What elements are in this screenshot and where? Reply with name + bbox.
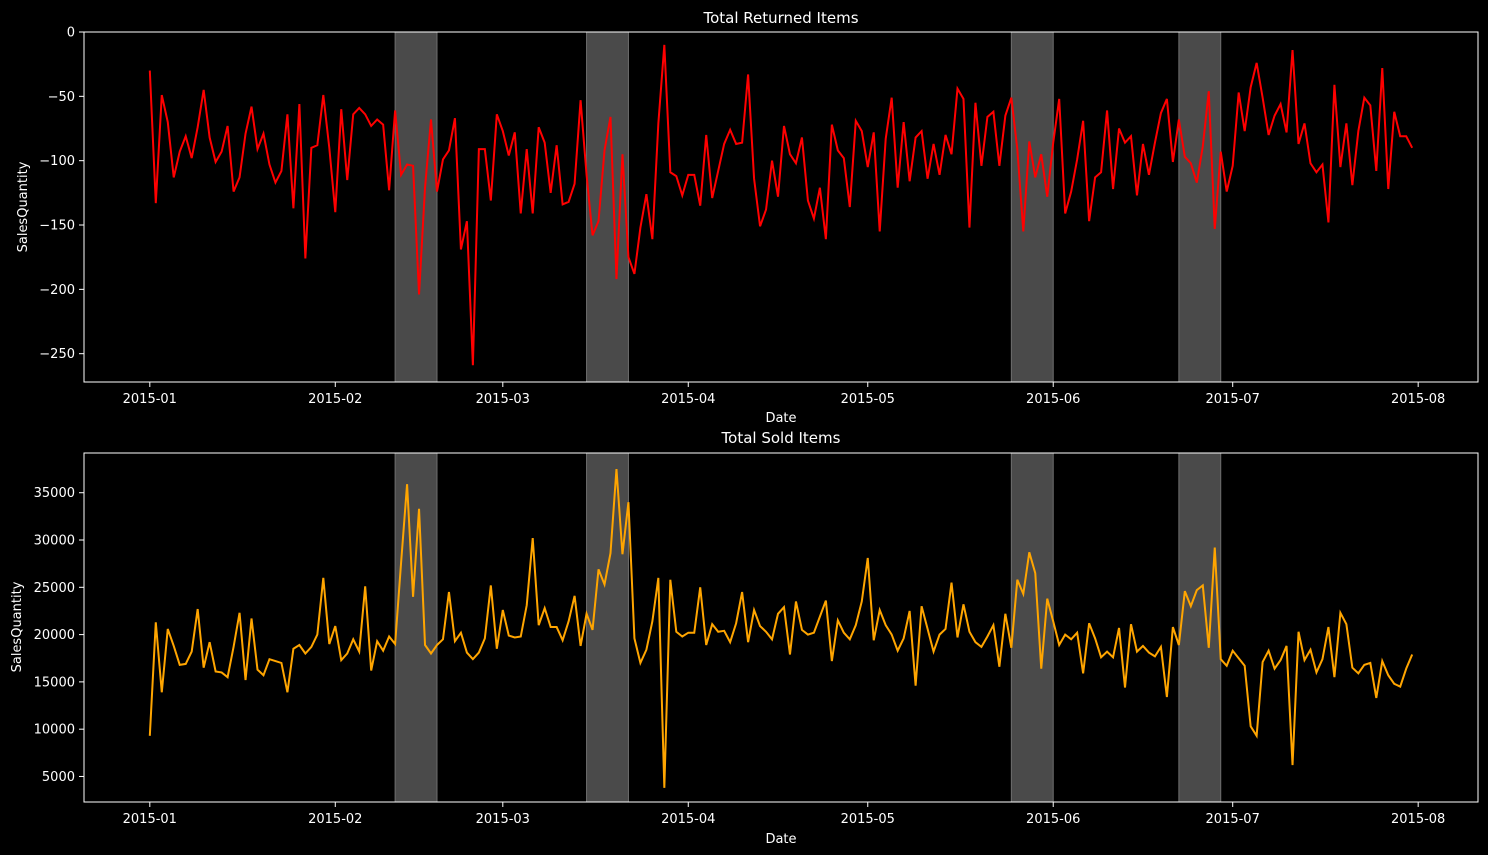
returned-items-y-tick-label: −50 — [48, 90, 75, 105]
sold-items-y-tick-label: 10000 — [34, 723, 75, 738]
returned-items-y-tick-label: −200 — [39, 283, 75, 298]
sold-items-y-tick-label: 35000 — [34, 486, 75, 501]
returned-items-series-line — [148, 44, 1414, 366]
returned-items-x-tick-label: 2015-04 — [661, 392, 715, 407]
sold-items-y-tick-label: 20000 — [34, 628, 75, 643]
sold-items-shaded-regions — [394, 452, 1222, 803]
returned-items-y-tick-label: 0 — [67, 26, 75, 41]
sold-items-x-tick-label: 2015-08 — [1391, 812, 1445, 827]
sold-items-series-line — [148, 469, 1414, 788]
sold-items-y-ticks: 5000 10000 15000 20000 25000 30000 35000 — [34, 486, 84, 785]
returned-items-y-tick-label: −250 — [39, 347, 75, 362]
sold-items-x-tick-label: 2015-06 — [1026, 812, 1080, 827]
returned-items-subplot: 2015-01 2015-02 2015-03 2015-04 2015-05 2015-… — [16, 9, 1479, 426]
returned-items-x-axis-label: Date — [765, 411, 796, 426]
returned-items-y-tick-label: −150 — [39, 219, 75, 234]
returned-items-x-tick-label: 2015-08 — [1391, 392, 1445, 407]
returned-items-shaded-region-1 — [394, 31, 438, 383]
returned-items-y-ticks: 0 −50 −100 −150 −200 −250 — [39, 26, 84, 362]
returned-items-x-tick-label: 2015-06 — [1026, 392, 1080, 407]
sold-items-x-tick-label: 2015-07 — [1206, 812, 1260, 827]
sold-items-y-tick-label: 25000 — [34, 581, 75, 596]
sold-items-x-ticks: 2015-01 2015-02 2015-03 2015-04 2015-05 2015-… — [123, 802, 1445, 827]
sold-items-x-axis-label: Date — [765, 832, 796, 847]
returned-items-chart-title: Total Returned Items — [702, 9, 858, 27]
sold-items-shaded-region-1 — [394, 452, 438, 803]
sold-items-y-tick-label: 30000 — [34, 534, 75, 549]
sold-items-y-axis-label: SalesQuantity — [10, 581, 25, 672]
returned-items-x-ticks: 2015-01 2015-02 2015-03 2015-04 2015-05 2015-… — [123, 382, 1445, 407]
sold-items-x-tick-label: 2015-03 — [476, 812, 530, 827]
sold-items-chart-title: Total Sold Items — [721, 429, 841, 447]
sold-items-shaded-region-3 — [1010, 452, 1054, 803]
returned-items-shaded-regions — [394, 31, 1222, 383]
returned-items-x-tick-label: 2015-02 — [308, 392, 362, 407]
sold-items-x-tick-label: 2015-04 — [661, 812, 715, 827]
sold-items-x-tick-label: 2015-01 — [123, 812, 177, 827]
sold-items-x-tick-label: 2015-02 — [308, 812, 362, 827]
sold-items-axes-frame — [83, 452, 1479, 803]
returned-items-x-tick-label: 2015-01 — [123, 392, 177, 407]
sold-items-shaded-region-4 — [1178, 452, 1222, 803]
sold-items-y-tick-label: 15000 — [34, 675, 75, 690]
sold-items-subplot: 2015-01 2015-02 2015-03 2015-04 2015-05 2015-… — [10, 429, 1479, 847]
returned-items-y-tick-label: −100 — [39, 154, 75, 169]
sold-items-y-tick-label: 5000 — [42, 770, 75, 785]
sold-items-x-tick-label: 2015-05 — [841, 812, 895, 827]
returned-items-y-axis-label: SalesQuantity — [16, 161, 31, 252]
returned-items-x-tick-label: 2015-07 — [1206, 392, 1260, 407]
returned-items-axes-frame — [83, 31, 1479, 383]
returned-items-shaded-region-3 — [1010, 31, 1054, 383]
returned-items-x-tick-label: 2015-03 — [476, 392, 530, 407]
returned-items-x-tick-label: 2015-05 — [841, 392, 895, 407]
returned-items-shaded-region-2 — [586, 31, 629, 383]
